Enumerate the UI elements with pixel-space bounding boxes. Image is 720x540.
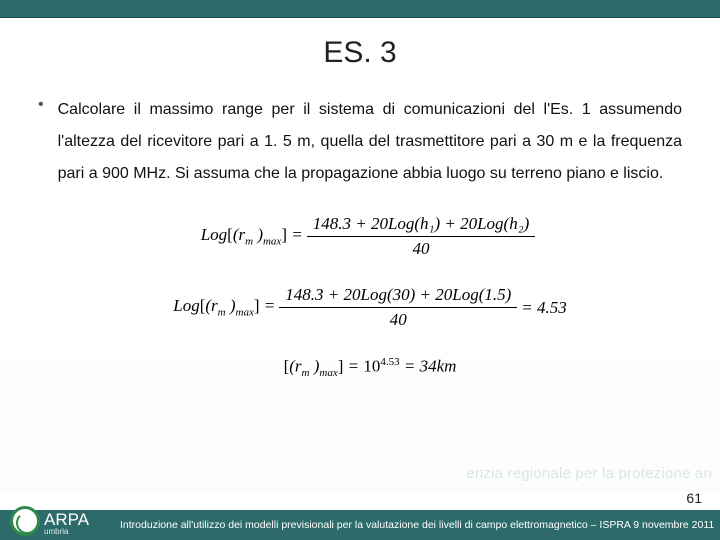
slide-title: ES. 3 (0, 36, 720, 70)
formula-2-num: 148.3 + 20Log(30) + 20Log(1.5) (279, 285, 517, 308)
formula-block: Log[(rm )max] = 148.3 + 20Log(h₁) + 20Lo… (58, 206, 682, 397)
logo-text: ARPA (44, 511, 89, 528)
content-area: • Calcolare il massimo range per il sist… (0, 94, 720, 397)
formula-2: Log[(rm )max] = 148.3 + 20Log(30) + 20Lo… (173, 285, 567, 330)
top-bar (0, 0, 720, 18)
footer-text: Introduzione all'utilizzo dei modelli pr… (120, 519, 714, 531)
page-number: 61 (686, 490, 702, 506)
logo-subtext: umbria (44, 528, 89, 536)
bullet-item: • Calcolare il massimo range per il sist… (58, 94, 682, 190)
formula-1-num: 148.3 + 20Log(h₁) + 20Log(h₂) (307, 214, 536, 237)
formula-1-den: 40 (413, 237, 430, 259)
footer-bar: Introduzione all'utilizzo dei modelli pr… (0, 510, 720, 540)
logo-icon (10, 506, 40, 536)
formula-1: Log[(rm )max] = 148.3 + 20Log(h₁) + 20Lo… (201, 214, 540, 259)
bullet-glyph: • (38, 94, 44, 116)
formula-2-den: 40 (390, 308, 407, 330)
logo: ARPA umbria (10, 506, 89, 536)
body-paragraph: Calcolare il massimo range per il sistem… (58, 94, 682, 190)
formula-3: [(rm )max] = 104.53 = 34km (284, 356, 457, 379)
formula-2-rhs: = 4.53 (521, 298, 566, 318)
watermark: enzia regionale per la protezione an (466, 465, 712, 482)
